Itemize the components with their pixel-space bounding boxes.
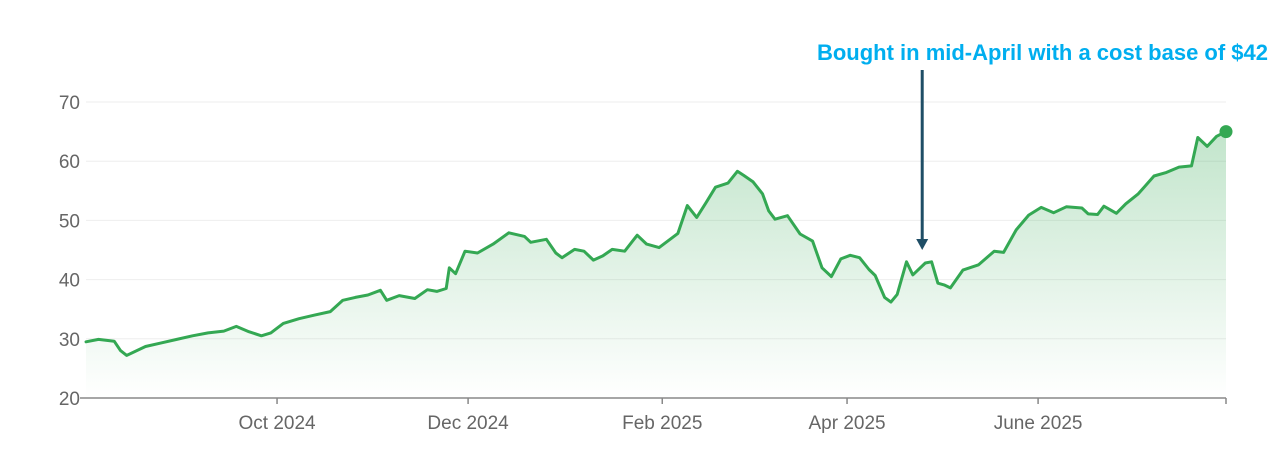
price-line: [84, 130, 1228, 357]
y-tick-label: 60: [59, 152, 80, 173]
y-tick-label: 70: [59, 93, 80, 114]
y-tick-label: 40: [59, 271, 80, 292]
y-tick-label: 20: [59, 389, 80, 410]
y-axis: 20 30 40 50 60 70: [59, 93, 80, 410]
annotation-arrow-head: [916, 239, 929, 250]
y-tick-label: 30: [59, 330, 80, 351]
x-tick-label: Dec 2024: [427, 413, 509, 434]
x-axis: Oct 2024 Dec 2024 Feb 2025 Apr 2025 June 202…: [80, 397, 1227, 434]
price-area-fill: [86, 131, 1226, 398]
purchase-annotation: Bought in mid-April with a cost base of …: [817, 40, 1268, 250]
x-tick-label: Feb 2025: [622, 413, 702, 434]
y-tick-label: 50: [59, 211, 80, 232]
latest-price-marker: [1219, 125, 1233, 139]
x-tick-label: Apr 2025: [808, 413, 885, 434]
annotation-text: Bought in mid-April with a cost base of …: [817, 40, 1268, 65]
x-tick-label: Oct 2024: [238, 413, 316, 434]
x-tick-label: June 2025: [994, 413, 1083, 434]
